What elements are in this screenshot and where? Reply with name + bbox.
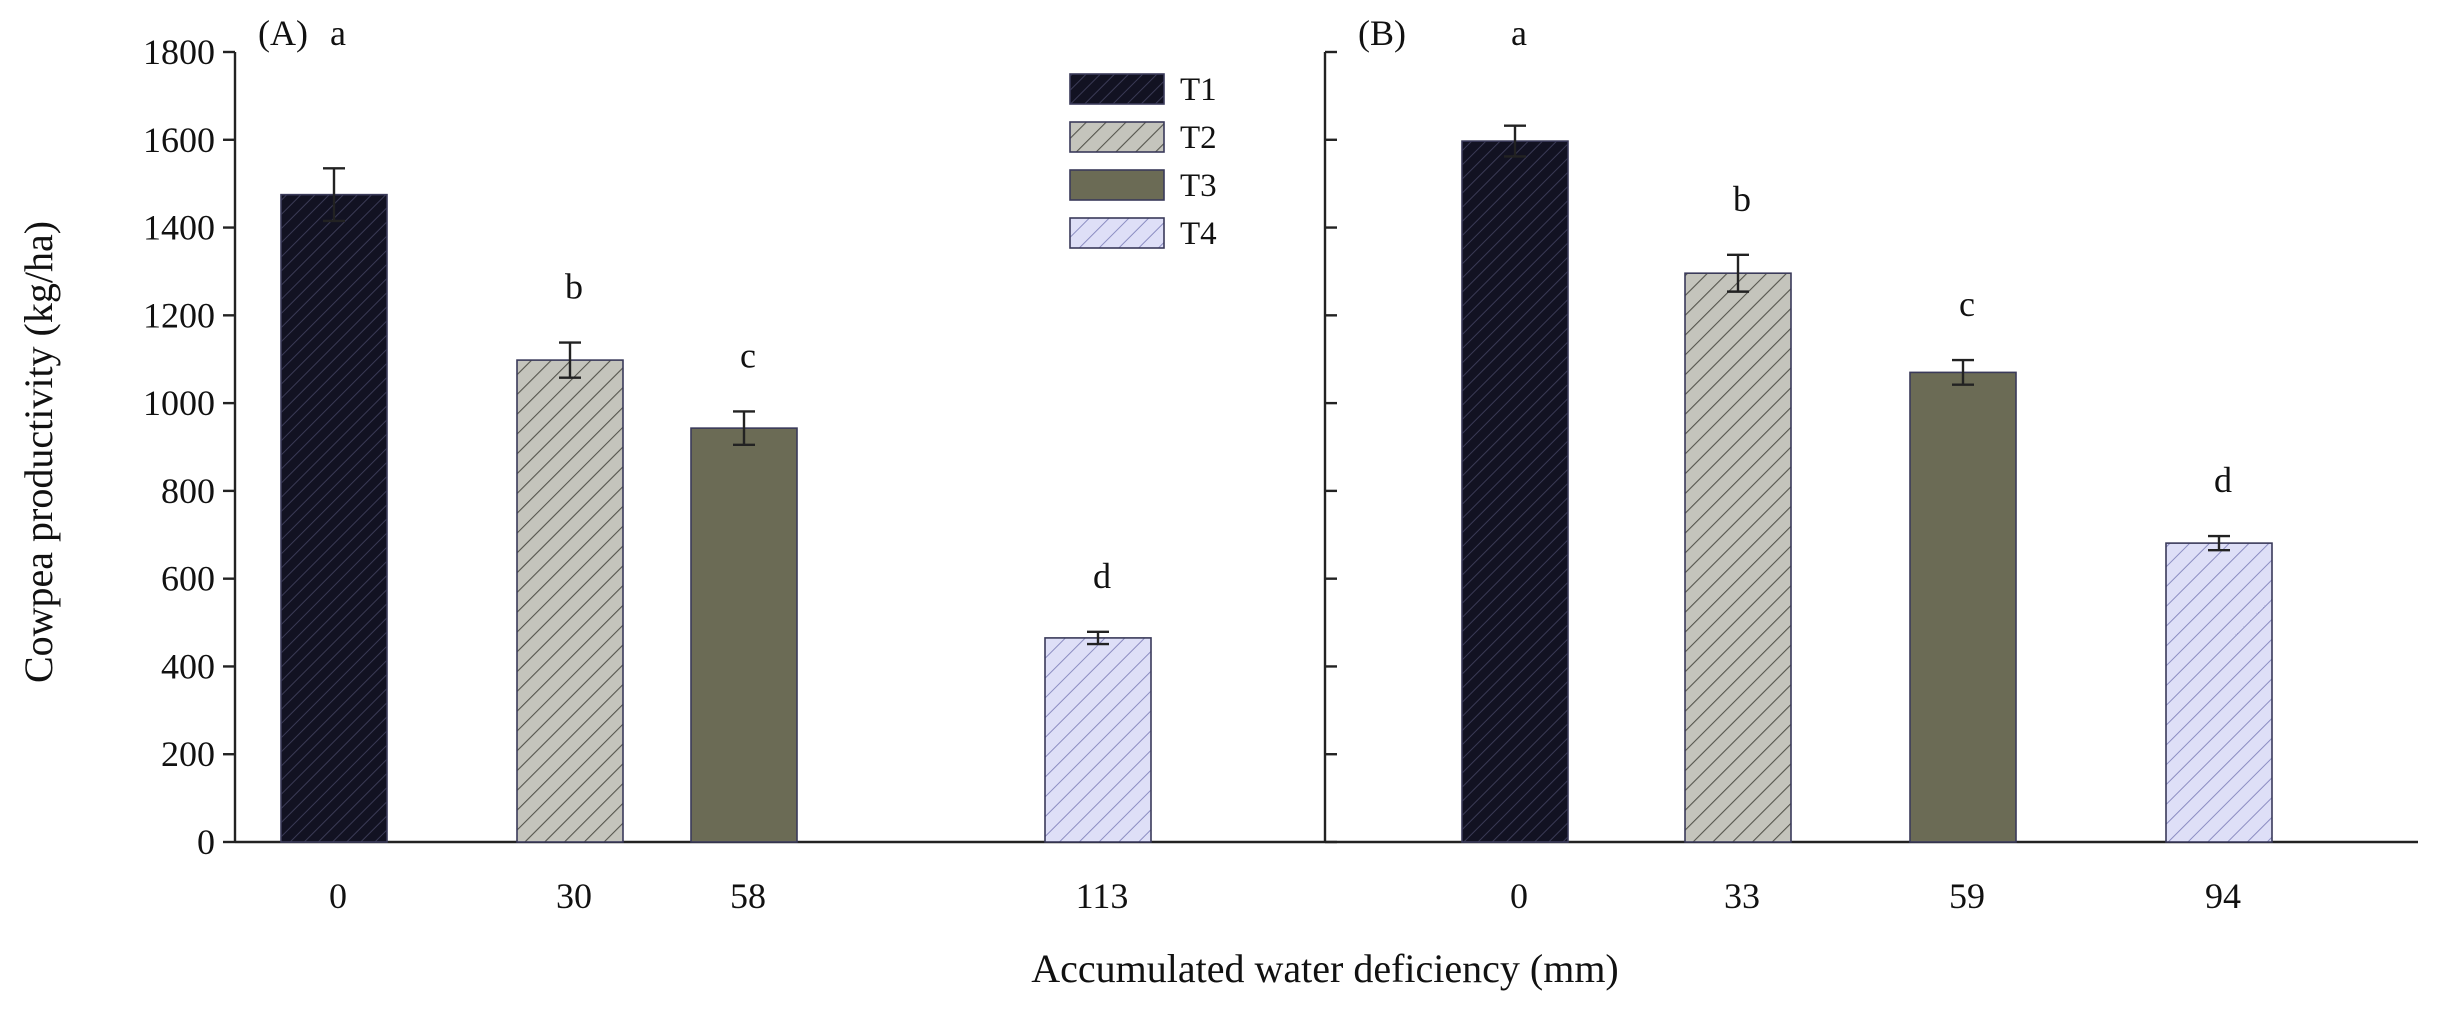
significance-letter: d — [2214, 460, 2232, 500]
bar-t2 — [1684, 272, 1792, 843]
bar-t2 — [516, 359, 624, 843]
legend-swatch-t2 — [1069, 121, 1165, 153]
bar-t4 — [1044, 637, 1152, 843]
legend-swatch-t3 — [1069, 169, 1165, 201]
x-tick-label: 0 — [329, 876, 347, 916]
y-tick-label: 1200 — [143, 295, 215, 335]
y-tick-label: 1000 — [143, 383, 215, 423]
bar-t1 — [280, 193, 388, 843]
y-tick-label: 0 — [197, 822, 215, 862]
panel-b: (B) a 0 b 33 c 59 d 94 — [1323, 13, 2418, 916]
bar-t3 — [690, 427, 798, 843]
x-tick-label: 0 — [1510, 876, 1528, 916]
bar-t4 — [2165, 542, 2273, 843]
y-tick-label: 200 — [161, 734, 215, 774]
bar-t3 — [1909, 371, 2017, 843]
y-axis-title: Cowpea productivity (kg/ha) — [16, 221, 61, 683]
significance-letter: c — [740, 335, 756, 375]
legend-swatch-t4 — [1069, 217, 1165, 249]
significance-letter: a — [1511, 13, 1527, 53]
legend-label: T3 — [1180, 168, 1217, 204]
significance-letter: b — [565, 267, 583, 307]
bar-t1 — [1461, 140, 1569, 843]
chart-panels: (A) a 0 b 30 c 58 d 113 (B) a 0 b 33 c 59 d 94 — [233, 13, 2418, 916]
y-tick-label: 1800 — [143, 32, 215, 72]
significance-letter: d — [1093, 556, 1111, 596]
y-tick-label: 600 — [161, 559, 215, 599]
panel-label: (A) — [258, 13, 308, 53]
y-tick-label: 1600 — [143, 120, 215, 160]
legend: T1 T2 T3 T4 — [1069, 72, 1217, 252]
y-tick-label: 400 — [161, 646, 215, 686]
legend-label: T2 — [1180, 120, 1217, 156]
panel-label: (B) — [1358, 13, 1406, 53]
x-axis-title: Accumulated water deficiency (mm) — [1031, 946, 1619, 991]
x-tick-label: 94 — [2205, 876, 2241, 916]
legend-label: T1 — [1180, 72, 1217, 108]
x-tick-label: 30 — [556, 876, 592, 916]
y-axis: 0 200 400 600 800 1000 1200 1400 1600 1800 — [143, 32, 235, 862]
x-tick-label: 59 — [1949, 876, 1985, 916]
y-tick-label: 800 — [161, 471, 215, 511]
significance-letter: c — [1959, 284, 1975, 324]
legend-swatch-t1 — [1069, 73, 1165, 105]
legend-label: T4 — [1180, 216, 1217, 252]
x-tick-label: 113 — [1076, 876, 1129, 916]
x-tick-label: 33 — [1724, 876, 1760, 916]
significance-letter: a — [330, 13, 346, 53]
y-tick-label: 1400 — [143, 208, 215, 248]
x-tick-label: 58 — [730, 876, 766, 916]
significance-letter: b — [1733, 179, 1751, 219]
panel-a: (A) a 0 b 30 c 58 d 113 — [233, 13, 1325, 916]
